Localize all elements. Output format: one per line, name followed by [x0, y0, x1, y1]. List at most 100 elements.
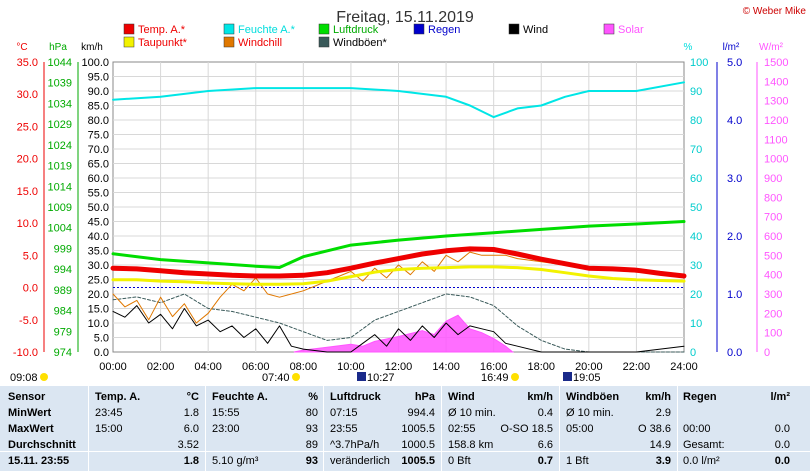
axis-tick-solar: 400: [764, 270, 782, 282]
legend-label: Taupunkt*: [138, 37, 188, 49]
axis-tick-temp: 15.0: [17, 186, 38, 198]
series-windchill: [112, 251, 685, 324]
axis-tick-pressure: 1009: [48, 202, 72, 214]
axis-tick-humidity: 100: [690, 57, 708, 69]
axis-tick-pressure: 1004: [48, 223, 72, 235]
series-windböen: [112, 293, 685, 353]
table-cell: 0.0 l/m²: [683, 455, 720, 467]
axis-tick-temp: 25.0: [17, 121, 38, 133]
axis-tick-rain: 1.0: [727, 289, 742, 301]
time-tick: 00:00: [99, 361, 127, 373]
axis-tick-pressure: 989: [54, 285, 72, 297]
table-header: %: [308, 391, 318, 403]
axis-tick-wind: 45.0: [88, 217, 109, 229]
axis-tick-wind: 95.0: [88, 72, 109, 84]
legend-swatch: [123, 36, 135, 48]
table-cell: 05:00: [566, 423, 594, 435]
axis-tick-temp: 0.0: [23, 283, 38, 295]
table-cell: 14.9: [649, 439, 671, 451]
legend-label: Feuchte A.*: [238, 24, 296, 36]
table-separator: [88, 386, 89, 471]
time-tick: 08:00: [290, 361, 318, 373]
table-cell: Gesamt:: [683, 439, 725, 451]
legend-label: Windchill: [238, 37, 282, 49]
axis-tick-temp: 5.0: [23, 250, 38, 262]
table-row-label: MaxWert: [8, 423, 54, 435]
series-wind: [112, 305, 685, 353]
axis-tick-pressure: 1044: [48, 57, 72, 69]
axis-tick-wind: 60.0: [88, 173, 109, 185]
axis-tick-pressure: 1029: [48, 119, 72, 131]
table-cell: 02:55: [448, 423, 476, 435]
axis-tick-solar: 1400: [764, 76, 788, 88]
table-cell: 15:55: [212, 407, 240, 419]
time-tick: 04:00: [194, 361, 222, 373]
axis-tick-humidity: 90: [690, 86, 702, 98]
axis-tick-temp: -5.0: [19, 315, 38, 327]
axis-tick-solar: 600: [764, 231, 782, 243]
axis-tick-pressure: 974: [54, 347, 72, 359]
axis-tick-pressure: 1039: [48, 78, 72, 90]
axis-tick-humidity: 30: [690, 260, 702, 272]
time-tick: 10:00: [337, 361, 365, 373]
table-row-label: MinWert: [8, 407, 52, 419]
series-luftdruck: [111, 220, 686, 269]
axis-tick-humidity: 70: [690, 144, 702, 156]
axis-tick-humidity: 20: [690, 289, 702, 301]
table-cell: 0.0: [774, 423, 790, 435]
table-cell: 6.0: [183, 423, 199, 435]
table-header: hPa: [414, 391, 435, 403]
table-cell: Ø 10 min.: [448, 407, 496, 419]
events: 09:08 07:40 10:27 16:49 19:05: [10, 372, 601, 384]
table-separator: [559, 386, 560, 471]
table-separator: [677, 386, 678, 471]
moonset-time: 10:27: [367, 372, 395, 384]
table-cell: 23:55: [330, 423, 358, 435]
legend-swatch: [223, 23, 235, 35]
axis-tick-solar: 200: [764, 308, 782, 320]
axis-tick-pressure: 1034: [48, 98, 72, 110]
time-tick: 02:00: [147, 361, 175, 373]
table-cell: 1005.5: [401, 423, 435, 435]
table-cell: 89: [305, 439, 318, 451]
table-cell: 1.8: [183, 407, 199, 419]
table-cell: 3.9: [655, 455, 671, 467]
table-header: Wind: [448, 391, 475, 403]
table-cell: 1 Bft: [566, 455, 589, 467]
axis-tick-solar: 1000: [764, 154, 788, 166]
legend-swatch: [123, 23, 135, 35]
table-cell: 6.6: [537, 439, 553, 451]
axis-tick-wind: 80.0: [88, 115, 109, 127]
table-cell: 07:15: [330, 407, 358, 419]
table-header: Temp. A.: [95, 391, 141, 403]
series-feuchtea: [112, 81, 685, 119]
axis-tick-solar: 0: [764, 347, 770, 359]
moon-icon: [563, 372, 572, 381]
sunrise-icon: [292, 373, 300, 381]
table-cell: 93: [305, 455, 318, 467]
table-header: Feuchte A.: [212, 391, 268, 403]
time-tick: 06:00: [242, 361, 270, 373]
legend-swatch: [508, 23, 520, 35]
axis-tick-solar: 300: [764, 289, 782, 301]
series-solar: [293, 314, 515, 353]
legend-label: Windböen*: [333, 37, 388, 49]
axis-tick-pressure: 1019: [48, 161, 72, 173]
table-cell: 0.4: [537, 407, 553, 419]
axis-tick-humidity: 50: [690, 202, 702, 214]
time-tick: 16:00: [480, 361, 508, 373]
table-header: Windböen: [566, 391, 620, 403]
table-cell: 80: [305, 407, 318, 419]
unit-solar: W/m²: [759, 42, 784, 53]
legend: Temp. A.* Feuchte A.* Luftdruck Regen Wind So…: [123, 23, 644, 49]
table-cell: veränderlich: [330, 455, 390, 467]
axis-tick-pressure: 1024: [48, 140, 72, 152]
axis-tick-wind: 50.0: [88, 202, 109, 214]
weather-chart: Freitag, 15.11.2019 © Weber Mike Temp. A…: [10, 6, 806, 384]
moonrise-icon: [40, 373, 48, 381]
legend-swatch: [318, 36, 330, 48]
axis-tick-temp: 10.0: [17, 218, 38, 230]
time-tick: 18:00: [527, 361, 555, 373]
table-cell: 1005.5: [401, 455, 435, 467]
axis-tick-humidity: 10: [690, 318, 702, 330]
